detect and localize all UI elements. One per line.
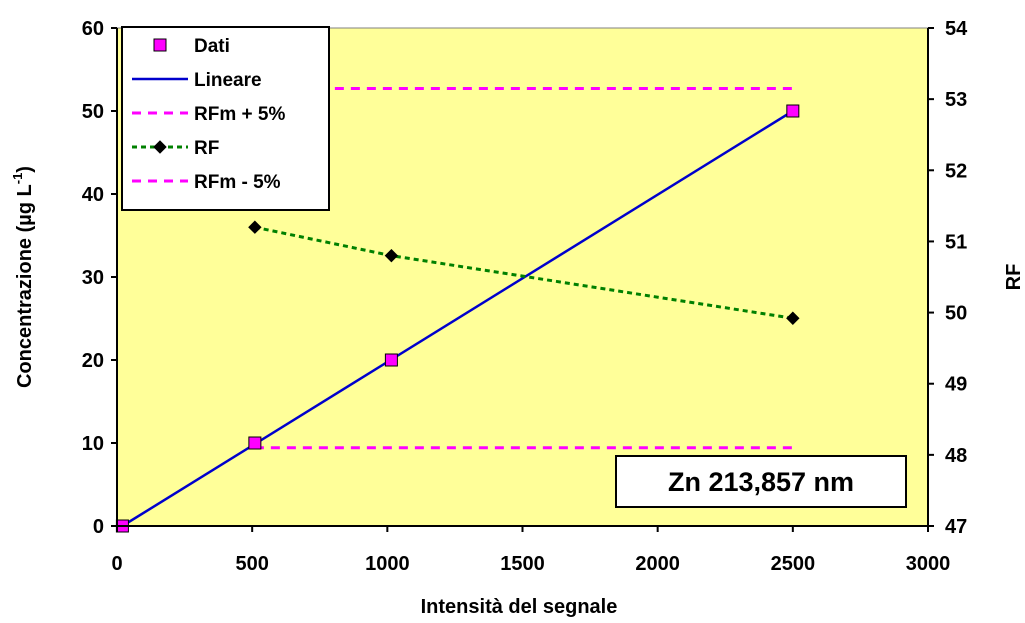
series-rf-point [248, 220, 262, 234]
y2-tick-label: 49 [945, 374, 967, 396]
x-tick-label: 1500 [500, 553, 545, 575]
y-tick-label: 0 [93, 516, 104, 538]
legend-rf-label: RF [194, 138, 219, 159]
y-tick-label: 20 [82, 350, 104, 372]
y2-tick-label: 47 [945, 516, 967, 538]
axes-layer: 0 500 1000 1500 2000 2500 3000 0 10 20 30 40 50 60 47 4… [82, 18, 968, 575]
y2-tick-label: 48 [945, 445, 967, 467]
y-tick-label: 60 [82, 18, 104, 40]
x-tick-label: 500 [235, 553, 268, 575]
y2-axis-label: RF [1003, 264, 1025, 291]
x-axis-label: Intensità del segnale [421, 596, 618, 618]
legend-rfm-5-label: RFm + 5% [194, 104, 285, 125]
y-axis-label-close: ) [14, 166, 36, 173]
legend-rfm-5-label: RFm - 5% [194, 172, 281, 193]
annotation: Zn 213,857 nm [615, 455, 907, 508]
series-rf-point [384, 248, 399, 263]
series-dati-point [384, 353, 398, 367]
y-axis-label-superscript: -1 [10, 173, 25, 185]
y2-tick-label: 51 [945, 231, 967, 253]
y-tick-label: 10 [82, 433, 104, 455]
legend-dati-swatch [153, 38, 167, 52]
annotation-text: Zn 213,857 nm [668, 467, 854, 497]
series-lineare-line [121, 109, 794, 528]
series-dati-point [248, 436, 262, 450]
y2-tick-label: 50 [945, 303, 967, 325]
annotation-box [615, 455, 907, 508]
y2-tick-label: 54 [945, 18, 968, 40]
legend-lineare-label: Lineare [194, 70, 262, 91]
y-tick-label: 30 [82, 267, 104, 289]
y-tick-label: 40 [82, 184, 104, 206]
series-layer [115, 86, 800, 533]
y2-tick-label: 52 [945, 160, 967, 182]
legend: Dati Lineare RFm + 5% RF RFm - 5% [121, 26, 330, 211]
series-rf-point [786, 311, 800, 325]
y-axis-label: Concentrazione (µg L-1) [10, 166, 36, 388]
legend-rf-marker [153, 140, 167, 154]
y2-tick-label: 53 [945, 89, 967, 111]
x-tick-label: 3000 [906, 553, 951, 575]
legend-dati-label: Dati [194, 36, 230, 57]
x-tick-label: 2000 [635, 553, 680, 575]
x-tick-label: 1000 [365, 553, 410, 575]
series-dati-point [786, 104, 800, 118]
y-tick-label: 50 [82, 101, 104, 123]
y-axis-label-main: Concentrazione (µg L [14, 184, 36, 388]
x-tick-label: 2500 [771, 553, 816, 575]
x-tick-label: 0 [111, 553, 122, 575]
